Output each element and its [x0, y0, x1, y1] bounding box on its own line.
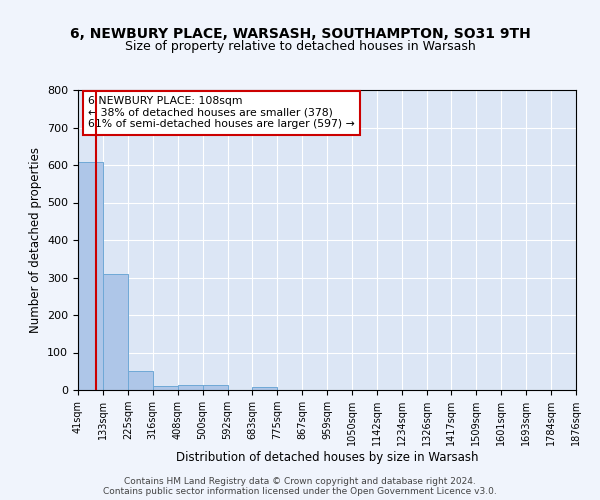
Text: Contains public sector information licensed under the Open Government Licence v3: Contains public sector information licen…: [103, 488, 497, 496]
Text: 6, NEWBURY PLACE, WARSASH, SOUTHAMPTON, SO31 9TH: 6, NEWBURY PLACE, WARSASH, SOUTHAMPTON, …: [70, 28, 530, 42]
Bar: [128, 371, 152, 390]
Text: Size of property relative to detached houses in Warsash: Size of property relative to detached ho…: [125, 40, 475, 53]
Bar: [152, 386, 178, 390]
X-axis label: Distribution of detached houses by size in Warsash: Distribution of detached houses by size …: [176, 450, 478, 464]
Bar: [103, 274, 128, 390]
Text: 6 NEWBURY PLACE: 108sqm
← 38% of detached houses are smaller (378)
61% of semi-d: 6 NEWBURY PLACE: 108sqm ← 38% of detache…: [88, 96, 355, 129]
Bar: [178, 385, 203, 390]
Y-axis label: Number of detached properties: Number of detached properties: [29, 147, 41, 333]
Bar: [78, 162, 103, 390]
Text: Contains HM Land Registry data © Crown copyright and database right 2024.: Contains HM Land Registry data © Crown c…: [124, 478, 476, 486]
Bar: [252, 387, 277, 390]
Bar: [203, 385, 227, 390]
